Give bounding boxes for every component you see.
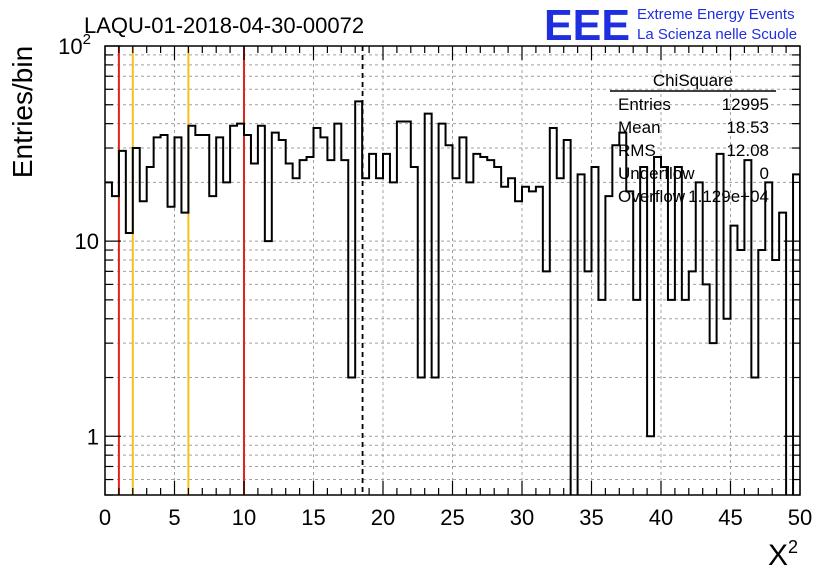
- x-tick-label: 45: [718, 505, 742, 530]
- stats-value: 18.53: [726, 118, 769, 137]
- y-tick-label: 102: [58, 31, 91, 59]
- stats-label: Entries: [618, 95, 671, 114]
- eee-logo-line2: La Scienza nelle Scuole: [637, 26, 797, 43]
- eee-logo-line1: Extreme Energy Events: [637, 6, 795, 23]
- y-tick-label-exp: 2: [83, 31, 91, 48]
- stats-box: ChiSquare Entries 12995 Mean 18.53 RMS 12.08 U…: [610, 71, 776, 206]
- eee-logo: EEE Extreme Energy Events La Scienza nel…: [544, 1, 797, 50]
- run-title: LAQU-01-2018-04-30-00072: [84, 13, 364, 38]
- y-tick-label-base: 10: [58, 34, 82, 59]
- eee-logo-text: EEE: [544, 1, 630, 50]
- x-tick-label: 40: [649, 505, 673, 530]
- stats-value: 12.08: [726, 141, 769, 160]
- stats-value: 0: [760, 164, 769, 183]
- x-tick-label: 35: [579, 505, 603, 530]
- x-tick-label: 20: [371, 505, 395, 530]
- x-tick-label: 15: [301, 505, 325, 530]
- y-axis-label: Entries/bin: [7, 46, 38, 178]
- x-tick-label: 50: [788, 505, 812, 530]
- stats-value: 1.129e+04: [688, 187, 769, 206]
- y-tick-label: 10: [75, 229, 99, 254]
- x-axis-label-base: X: [768, 539, 788, 572]
- stats-value: 12995: [722, 95, 769, 114]
- x-tick-label: 5: [168, 505, 180, 530]
- marker-lines: [117, 46, 364, 495]
- x-tick-label: 25: [440, 505, 464, 530]
- x-axis-label: X2: [768, 537, 798, 572]
- x-tick-label: 10: [232, 505, 256, 530]
- stats-label: RMS: [618, 141, 656, 160]
- stats-label: Overflow: [618, 187, 686, 206]
- stats-label: Mean: [618, 118, 661, 137]
- x-axis-label-exp: 2: [788, 537, 798, 557]
- x-tick-label: 0: [99, 505, 111, 530]
- stats-rows: Entries 12995 Mean 18.53 RMS 12.08 Underflow 0 O…: [618, 95, 769, 206]
- stats-title: ChiSquare: [653, 71, 733, 90]
- histogram-series: [105, 100, 800, 495]
- grid: [105, 46, 800, 495]
- y-tick-label: 1: [87, 424, 99, 449]
- stats-label: Underflow: [618, 164, 695, 183]
- x-tick-label: 30: [510, 505, 534, 530]
- histogram-outline: [105, 100, 800, 495]
